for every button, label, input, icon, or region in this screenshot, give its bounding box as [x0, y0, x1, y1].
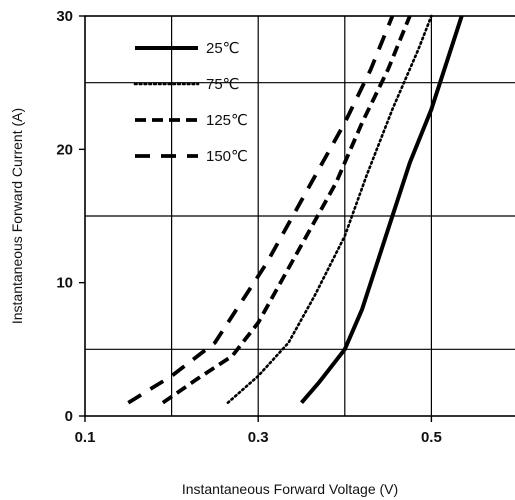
y-tick-label: 10 — [56, 275, 73, 292]
x-axis-title: Instantaneous Forward Voltage (V) — [182, 481, 398, 497]
plot-frame — [84, 15, 515, 417]
series-line — [161, 15, 412, 405]
x-tick-label: 0.3 — [248, 429, 269, 446]
y-tick-label: 0 — [65, 408, 73, 425]
legend: 25℃ 75℃ 125℃ 150℃ — [133, 40, 248, 165]
series-line — [299, 15, 464, 405]
legend-label: 25℃ — [206, 40, 240, 57]
grid-lines — [85, 16, 515, 416]
x-tick-label: 0.5 — [421, 429, 442, 446]
y-tick-label: 30 — [56, 8, 73, 25]
legend-label: 125℃ — [206, 112, 248, 129]
series-lines — [127, 14, 464, 405]
x-tick-label: 0.1 — [75, 429, 96, 446]
axis-ticks: 0 10 20 30 0.1 0.3 0.5 — [56, 8, 442, 446]
series-line — [226, 14, 433, 405]
legend-label: 150℃ — [206, 148, 248, 165]
series-line — [127, 15, 395, 405]
y-tick-label: 20 — [56, 141, 73, 158]
legend-label: 75℃ — [206, 76, 240, 93]
y-axis-title: Instantaneous Forward Current (A) — [9, 108, 25, 324]
